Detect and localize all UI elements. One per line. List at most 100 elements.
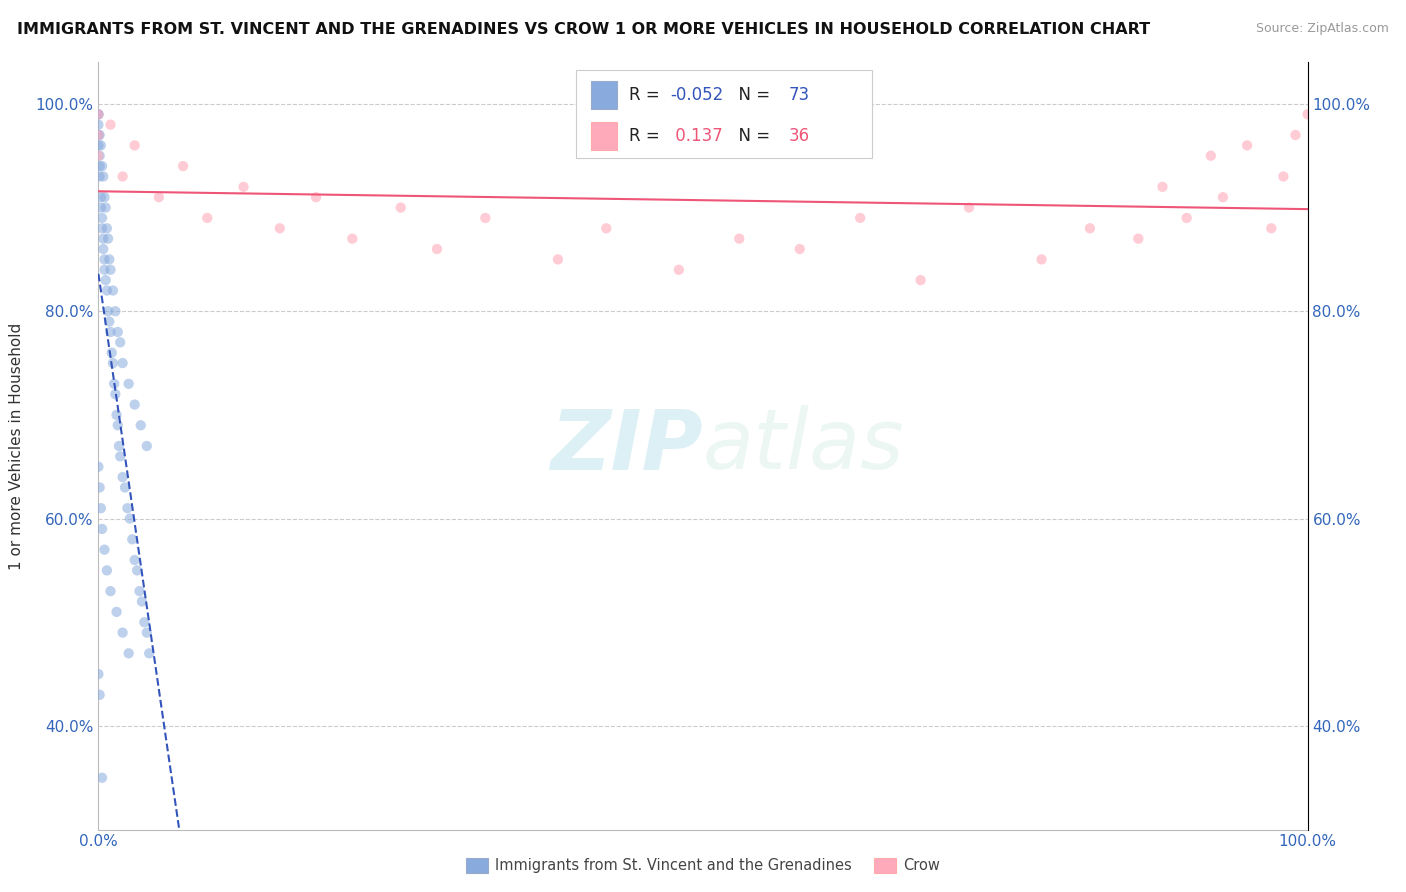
Point xyxy=(121,533,143,547)
Text: N =: N = xyxy=(728,87,776,104)
Point xyxy=(96,563,118,577)
Point xyxy=(108,450,131,464)
Point xyxy=(89,688,111,702)
Point xyxy=(104,304,127,318)
Point xyxy=(129,418,152,433)
Point xyxy=(105,605,128,619)
Point xyxy=(91,159,114,173)
Point xyxy=(91,232,114,246)
Point xyxy=(98,252,121,267)
Point xyxy=(100,325,122,339)
Point xyxy=(1031,252,1053,267)
Point xyxy=(111,356,134,370)
Point xyxy=(1272,169,1295,184)
Text: atlas: atlas xyxy=(703,406,904,486)
Point xyxy=(100,584,122,599)
FancyBboxPatch shape xyxy=(576,70,872,158)
Point xyxy=(97,232,120,246)
Point xyxy=(114,480,136,494)
Point xyxy=(305,190,328,204)
FancyBboxPatch shape xyxy=(591,81,617,109)
Point xyxy=(1212,190,1234,204)
Point xyxy=(94,201,117,215)
Point xyxy=(1260,221,1282,235)
Point xyxy=(108,439,131,453)
Point xyxy=(91,242,114,256)
Point xyxy=(474,211,496,225)
Point xyxy=(96,284,118,298)
Point xyxy=(595,221,617,235)
Point xyxy=(111,169,134,184)
Point xyxy=(789,242,811,256)
Legend: Immigrants from St. Vincent and the Grenadines, Crow: Immigrants from St. Vincent and the Gren… xyxy=(460,852,946,880)
Point xyxy=(111,470,134,484)
Point xyxy=(111,625,134,640)
Point xyxy=(87,459,110,474)
Point xyxy=(124,553,146,567)
Point xyxy=(668,262,690,277)
Point xyxy=(93,542,115,557)
Point xyxy=(97,304,120,318)
Point xyxy=(135,439,157,453)
Point xyxy=(426,242,449,256)
Point xyxy=(93,262,115,277)
Text: 36: 36 xyxy=(789,127,810,145)
Point xyxy=(124,138,146,153)
Point xyxy=(91,211,114,225)
Point xyxy=(107,418,129,433)
Point xyxy=(94,273,117,287)
Point xyxy=(90,501,112,516)
Point xyxy=(93,190,115,204)
Point xyxy=(957,201,980,215)
Point xyxy=(172,159,194,173)
Point xyxy=(1284,128,1306,142)
Point xyxy=(148,190,170,204)
Point xyxy=(124,398,146,412)
FancyBboxPatch shape xyxy=(591,122,617,150)
Point xyxy=(90,138,112,153)
Point xyxy=(100,118,122,132)
Point xyxy=(389,201,412,215)
Point xyxy=(1175,211,1198,225)
Point xyxy=(131,594,153,608)
Point xyxy=(108,335,131,350)
Point xyxy=(89,128,111,142)
Point xyxy=(104,387,127,401)
Point xyxy=(87,107,110,121)
Point xyxy=(547,252,569,267)
Point xyxy=(91,771,114,785)
Point xyxy=(728,232,751,246)
Text: Source: ZipAtlas.com: Source: ZipAtlas.com xyxy=(1256,22,1389,36)
Point xyxy=(134,615,156,630)
Point xyxy=(89,480,111,494)
Point xyxy=(89,149,111,163)
Point xyxy=(107,325,129,339)
Point xyxy=(89,159,111,173)
Text: 73: 73 xyxy=(789,87,810,104)
Point xyxy=(1236,138,1258,153)
Point xyxy=(1078,221,1101,235)
Point xyxy=(87,107,110,121)
Point xyxy=(138,646,160,660)
Point xyxy=(105,408,128,422)
Point xyxy=(101,284,124,298)
Y-axis label: 1 or more Vehicles in Household: 1 or more Vehicles in Household xyxy=(10,322,24,570)
Point xyxy=(1199,149,1222,163)
Text: R =: R = xyxy=(630,87,665,104)
Point xyxy=(118,646,141,660)
Point xyxy=(87,149,110,163)
Point xyxy=(96,221,118,235)
Point xyxy=(89,169,111,184)
Text: -0.052: -0.052 xyxy=(671,87,724,104)
Point xyxy=(342,232,364,246)
Point xyxy=(1296,107,1319,121)
Point xyxy=(87,128,110,142)
Point xyxy=(91,221,114,235)
Point xyxy=(118,511,141,525)
Point xyxy=(87,667,110,681)
Point xyxy=(93,252,115,267)
Text: ZIP: ZIP xyxy=(550,406,703,486)
Point xyxy=(87,128,110,142)
Point xyxy=(195,211,218,225)
Point xyxy=(103,376,125,391)
